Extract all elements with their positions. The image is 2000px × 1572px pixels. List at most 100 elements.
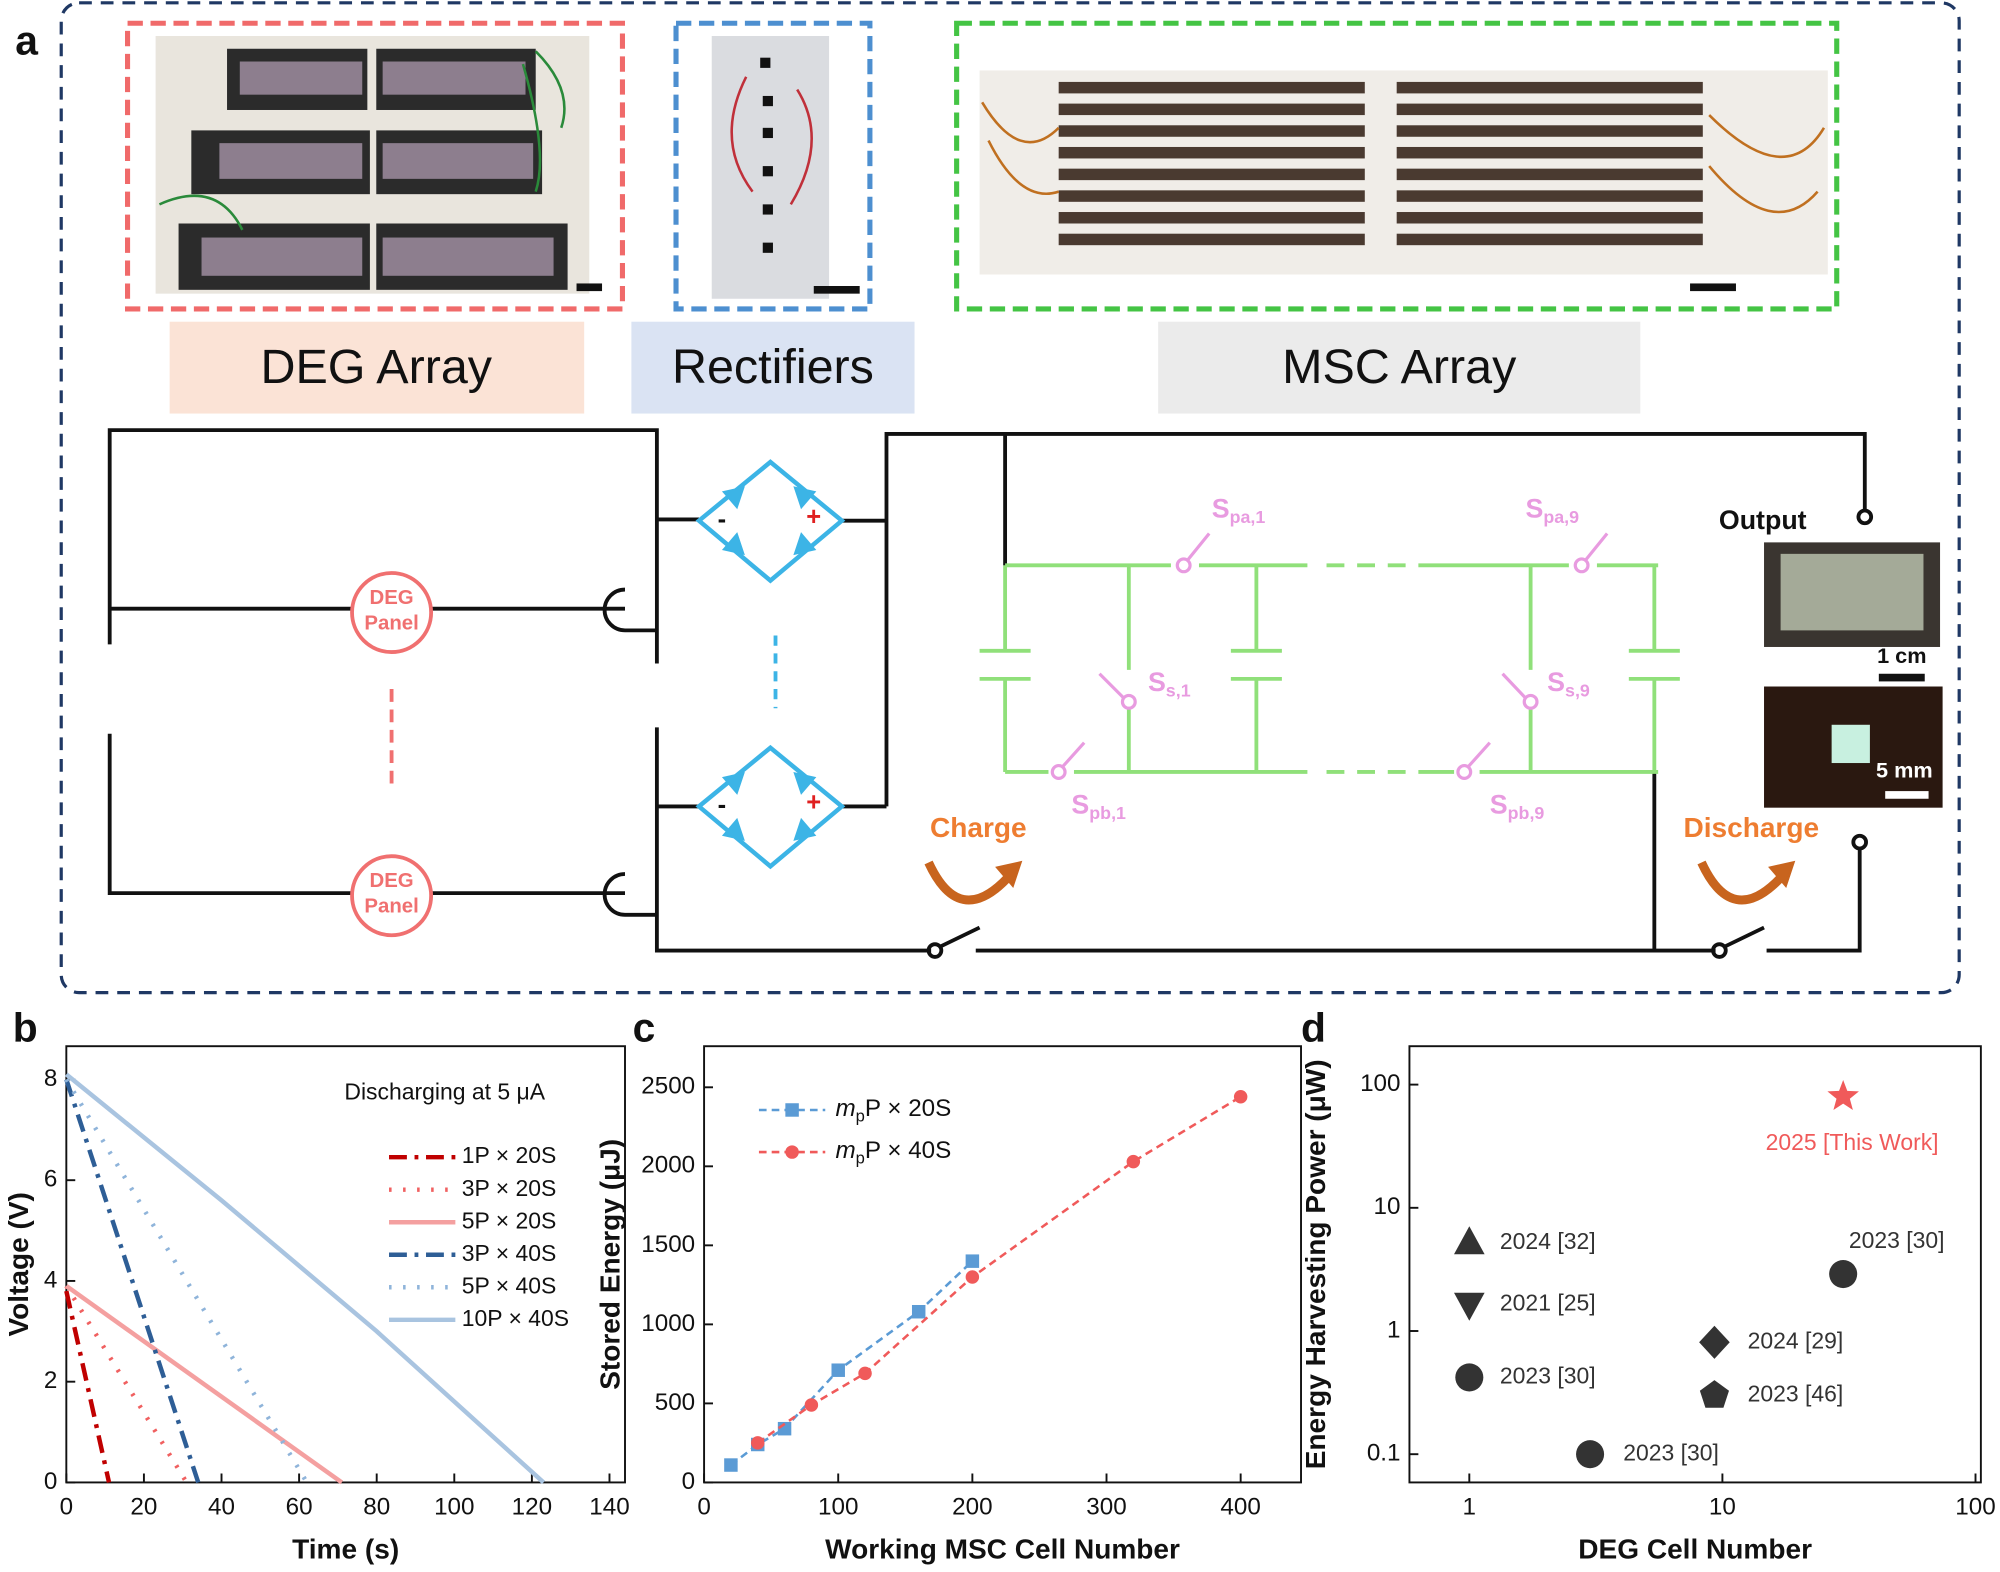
legend-label: P × 20S	[865, 1095, 951, 1122]
deg-panel	[350, 571, 434, 938]
flow-arrow	[924, 860, 1796, 905]
legend-label: mpP × 20S	[835, 1095, 951, 1126]
photo	[1058, 212, 1365, 224]
point-label: 2025 [This Work]	[1766, 1129, 1939, 1155]
rectifier	[695, 459, 846, 584]
marker	[1699, 1380, 1729, 1408]
photo	[1058, 81, 1703, 246]
point-label: 2023 [30]	[1500, 1362, 1596, 1388]
photo	[1396, 168, 1703, 181]
output-photo	[1764, 542, 1943, 808]
rectifier-sign: -	[718, 791, 727, 819]
deg-panel-label: DEG	[369, 587, 413, 609]
switch-label: S	[1071, 789, 1089, 819]
legend-label: 3P × 20S	[462, 1175, 557, 1201]
series-line	[64, 1072, 546, 1485]
y-tick-label: 10	[1374, 1193, 1401, 1220]
photo	[1058, 168, 1365, 181]
switch-label: s,9	[1565, 680, 1590, 700]
switch-label: pa,9	[1543, 507, 1579, 527]
photo-frame	[954, 20, 1840, 312]
y-tick-label: 1500	[641, 1231, 695, 1258]
legend-label: 1P × 20S	[462, 1142, 557, 1168]
photo-label: MSC Array	[1282, 340, 1517, 394]
y-tick-label: 2500	[641, 1073, 695, 1100]
flow-arrow	[995, 860, 1796, 889]
photo	[219, 143, 363, 179]
photo	[762, 127, 773, 139]
x-tick-label: 200	[952, 1493, 992, 1520]
photo	[201, 237, 363, 276]
switch	[1120, 693, 1137, 710]
switch-label: Spa,1	[1212, 494, 1266, 527]
legend-label: mpP × 40S	[835, 1137, 951, 1168]
switch-label: pa,1	[1230, 507, 1266, 527]
photo	[762, 166, 773, 177]
annotation: Discharging at 5 μA	[344, 1078, 545, 1104]
label-box	[631, 321, 915, 414]
x-tick-label: 60	[286, 1493, 313, 1520]
photo	[1396, 212, 1703, 224]
switch-label: Ss,9	[1547, 667, 1590, 700]
x-tick-label: 400	[1220, 1493, 1260, 1520]
msc-network	[979, 565, 1031, 772]
marker	[1827, 1079, 1859, 1110]
photo	[1396, 190, 1703, 202]
photo	[1058, 125, 1365, 137]
x-axis-label: Time (s)	[292, 1534, 399, 1565]
circuit-wire	[1851, 833, 1868, 851]
rectifier	[721, 486, 817, 841]
photo	[1396, 233, 1703, 246]
series-line	[64, 1078, 201, 1484]
photo-label: DEG Array	[260, 340, 492, 394]
rectifier	[695, 459, 846, 870]
x-tick-label: 1	[1463, 1493, 1476, 1520]
series-line	[64, 1284, 189, 1484]
point-label: 2023 [30]	[1849, 1227, 1945, 1253]
deg-panel-label: Panel	[364, 896, 418, 918]
deg-panel-label: Panel	[364, 612, 418, 634]
photo	[1690, 283, 1736, 292]
series-line	[757, 1095, 1242, 1444]
x-tick-label: 100	[818, 1493, 858, 1520]
photo	[158, 50, 566, 231]
rectifier-sign: +	[806, 789, 821, 817]
photo	[155, 36, 1828, 299]
msc-network	[979, 563, 1680, 774]
rectifier	[695, 744, 846, 870]
msc-network	[1230, 565, 1282, 772]
x-tick-label: 300	[1086, 1493, 1126, 1520]
circuit-wire	[1856, 508, 1874, 526]
photo-frame	[673, 20, 873, 312]
y-tick-label: 1000	[641, 1310, 695, 1337]
legend-label: p	[856, 1107, 865, 1126]
output-photo	[1885, 791, 1929, 799]
point-label: 2024 [32]	[1500, 1228, 1596, 1254]
photo	[382, 237, 554, 276]
y-tick-label: 6	[44, 1166, 57, 1193]
switch-label: S	[1212, 494, 1230, 524]
flow-arrow	[924, 860, 1011, 905]
switch-label: Spb,9	[1490, 789, 1545, 822]
output-photo	[1878, 673, 1925, 682]
series-line	[64, 1078, 309, 1484]
legend-label: 3P × 40S	[462, 1240, 557, 1266]
legend-label: 5P × 20S	[462, 1207, 557, 1233]
y-tick-label: 2	[44, 1367, 57, 1394]
photo	[576, 283, 603, 292]
marker	[804, 1398, 819, 1412]
photo	[760, 57, 771, 68]
photo	[1396, 81, 1703, 94]
photo	[1058, 81, 1365, 94]
circuit-wire	[107, 428, 1874, 959]
y-axis-label: Voltage (V)	[3, 1192, 34, 1336]
switch-label: S	[1490, 789, 1508, 819]
photo	[239, 61, 363, 95]
x-tick-label: 140	[589, 1493, 629, 1520]
series-line	[730, 1260, 974, 1467]
msc-network	[1628, 565, 1680, 772]
rectifier	[721, 486, 817, 556]
photo	[1058, 190, 1365, 202]
y-tick-label: 0	[44, 1468, 57, 1495]
photo	[201, 61, 554, 276]
